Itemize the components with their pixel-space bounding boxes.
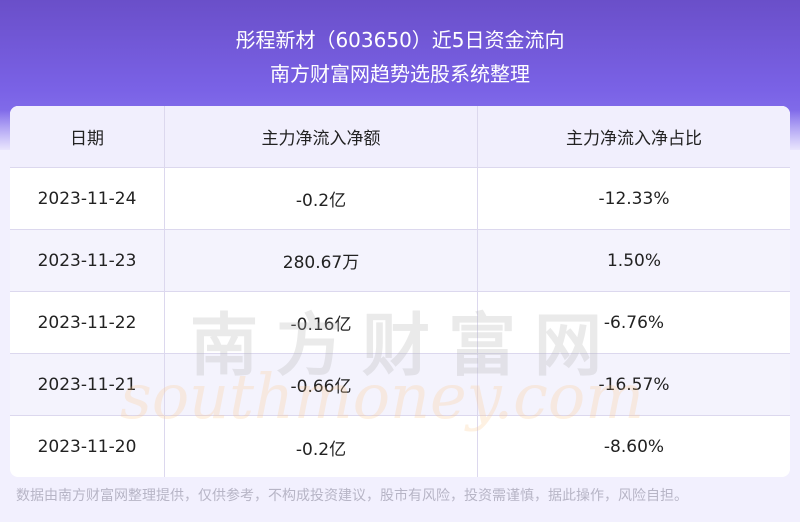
disclaimer: 数据由南方财富网整理提供，仅供参考，不构成投资建议，股市有风险，投资需谨慎，据此…: [16, 488, 688, 504]
cell-net-amount: -0.66亿: [165, 354, 478, 415]
table-row: 2023-11-24 -0.2亿 -12.33%: [10, 168, 790, 230]
cell-date: 2023-11-24: [10, 168, 165, 229]
cell-date: 2023-11-20: [10, 416, 165, 477]
cell-net-amount: -0.2亿: [165, 416, 478, 477]
cell-date: 2023-11-22: [10, 292, 165, 353]
table-row: 2023-11-20 -0.2亿 -8.60%: [10, 416, 790, 477]
cell-net-ratio: -12.33%: [598, 188, 670, 209]
cell-net-amount: -0.16亿: [165, 292, 478, 353]
page-title: 彤程新材（603650）近5日资金流向: [235, 28, 565, 52]
table-row: 2023-11-21 -0.66亿 -16.57%: [10, 354, 790, 416]
cell-date: 2023-11-21: [10, 354, 165, 415]
column-header-net-ratio: 主力净流入净占比: [566, 129, 702, 149]
fund-flow-table: 日期 主力净流入净额 主力净流入净占比 2023-11-24 -0.2亿 -12.3…: [10, 106, 790, 477]
page-subtitle: 南方财富网趋势选股系统整理: [270, 62, 530, 86]
cell-net-ratio: -6.76%: [603, 312, 665, 333]
table-row: 2023-11-22 -0.16亿 -6.76%: [10, 292, 790, 354]
cell-date: 2023-11-23: [10, 230, 165, 291]
column-header-net-amount: 主力净流入净额: [165, 106, 478, 167]
table-header: 日期 主力净流入净额 主力净流入净占比: [10, 106, 790, 168]
cell-net-ratio: -8.60%: [603, 437, 665, 457]
column-header-date: 日期: [10, 106, 165, 167]
cell-net-amount: -0.2亿: [165, 168, 478, 229]
cell-net-amount: 280.67万: [165, 230, 478, 291]
cell-net-ratio: 1.50%: [606, 250, 661, 271]
cell-net-ratio: -16.57%: [598, 374, 670, 395]
table-row: 2023-11-23 280.67万 1.50%: [10, 230, 790, 292]
